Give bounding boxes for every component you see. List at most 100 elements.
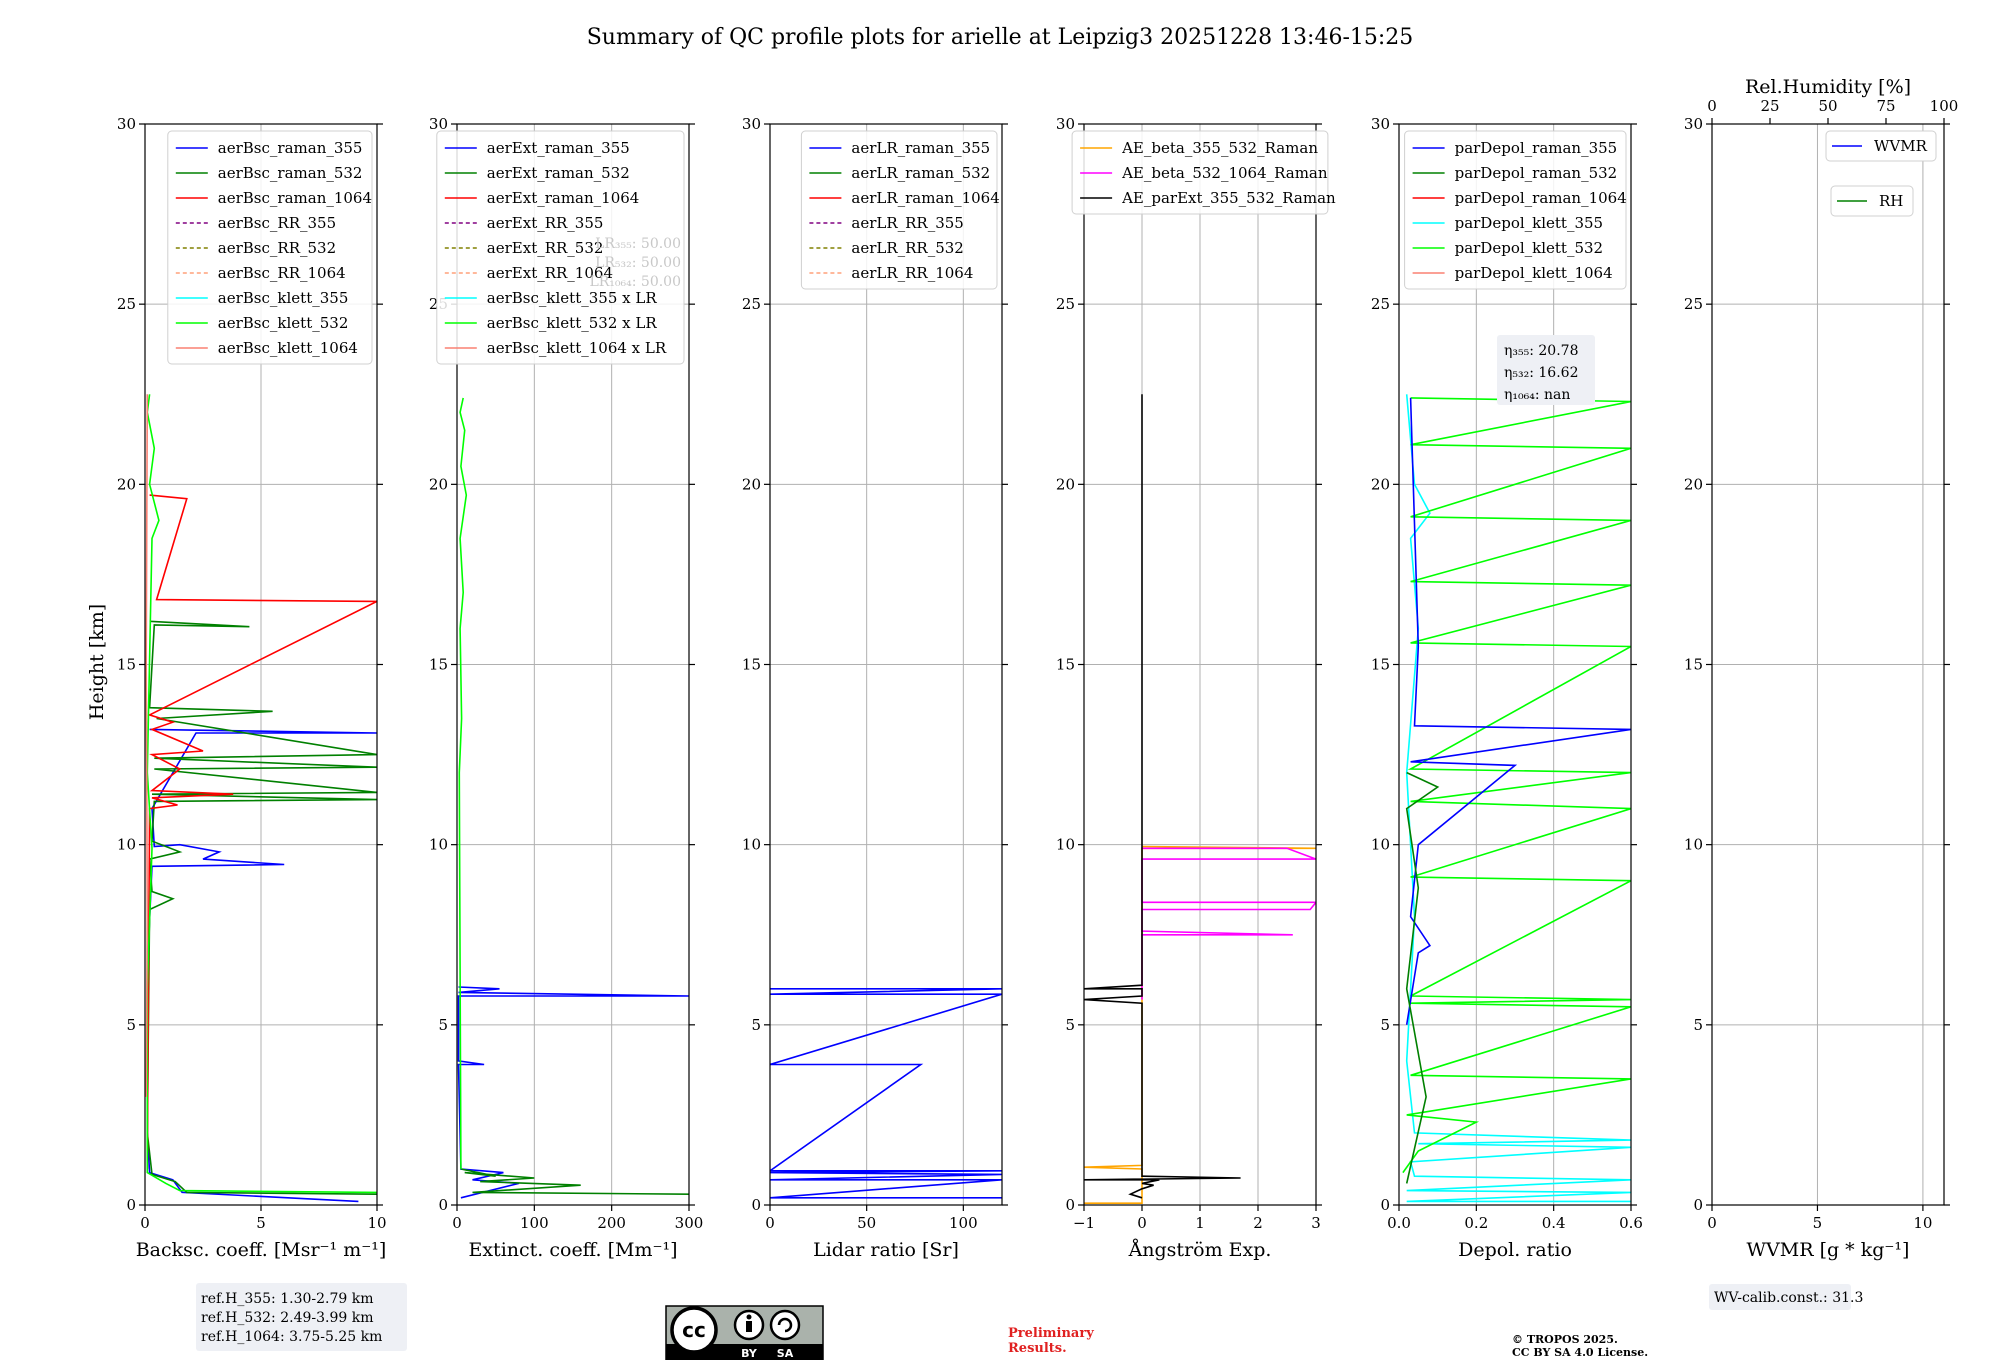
series-group	[145, 394, 377, 1203]
legend-entry: parDepol_raman_355	[1455, 139, 1618, 157]
y-tick-label: 5	[1693, 1016, 1703, 1034]
series-line-parDepol_raman_532	[1405, 771, 1440, 1184]
legend-entry: aerBsc_klett_1064	[218, 339, 358, 357]
x-tick-label: 10	[367, 1214, 386, 1232]
legend-entry: AE_beta_355_532_Raman	[1121, 139, 1318, 157]
y-tick-label: 20	[742, 475, 761, 493]
top-x-tick-label: 100	[1930, 97, 1959, 115]
copyright-line-2: CC BY SA 4.0 License.	[1512, 1346, 1648, 1359]
y-tick-label: 10	[117, 836, 136, 854]
y-tick-label: 20	[1371, 475, 1390, 493]
y-tick-label: 15	[429, 656, 448, 674]
series-line-aerBsc_raman_1064	[146, 494, 377, 1170]
legend-entry: aerExt_RR_1064	[487, 264, 613, 282]
wv-calibration-constant: WV-calib.const.: 31.3	[1714, 1290, 1863, 1306]
legend-entry: aerLR_raman_532	[851, 164, 990, 182]
y-tick-label: 10	[429, 836, 448, 854]
legend-entry: aerBsc_raman_1064	[218, 189, 372, 207]
y-tick-label: 0	[438, 1196, 448, 1214]
x-tick-label: 1	[1195, 1214, 1205, 1232]
y-tick-label: 0	[126, 1196, 136, 1214]
top-x-tick-label: 75	[1876, 97, 1895, 115]
legend-entry: aerBsc_raman_532	[218, 164, 363, 182]
y-tick-label: 15	[1056, 656, 1075, 674]
lr-annotation: LR₃₅₅: 50.00	[595, 236, 681, 252]
sa-label: SA	[777, 1347, 794, 1360]
y-tick-label: 5	[1380, 1016, 1390, 1034]
x-axis-label: Lidar ratio [Sr]	[813, 1239, 959, 1261]
x-tick-label: 2	[1253, 1214, 1263, 1232]
x-tick-label: 3	[1311, 1214, 1321, 1232]
legend-box	[1830, 185, 1914, 217]
ref-height-1064: ref.H_1064: 3.75-5.25 km	[201, 1329, 382, 1345]
series-line-parDepol_klett_532	[1402, 397, 1631, 1174]
y-tick-label: 5	[751, 1016, 761, 1034]
eta-box	[1497, 335, 1595, 405]
y-tick-label: 0	[1380, 1196, 1390, 1214]
y-tick-label: 10	[1684, 836, 1703, 854]
x-tick-label: 10	[1913, 1214, 1932, 1232]
legend: aerBsc_raman_355 aerBsc_raman_532 aerBsc_r…	[167, 130, 373, 365]
series-line-AE_beta_532_1064_Raman	[1141, 847, 1316, 1000]
x-tick-label: 0.6	[1619, 1214, 1643, 1232]
y-tick-label: 30	[117, 115, 136, 133]
ref-height-532: ref.H_532: 2.49-3.99 km	[201, 1310, 374, 1326]
preliminary-line-1: Preliminary	[1008, 1326, 1094, 1341]
x-tick-label: 0.0	[1387, 1214, 1411, 1232]
legend-box	[1404, 130, 1627, 290]
legend-box	[1071, 130, 1329, 215]
ref-height-355: ref.H_355: 1.30-2.79 km	[201, 1291, 374, 1307]
y-tick-label: 0	[1065, 1196, 1075, 1214]
legend-entry: RH	[1879, 192, 1903, 210]
series-group	[1402, 394, 1631, 1203]
legend-entry: aerBsc_RR_355	[218, 214, 336, 232]
y-axis-label: Height [km]	[86, 604, 108, 720]
wv-calibration-box: WV-calib.const.: 31.3	[1709, 1284, 1863, 1310]
legend-entry: aerExt_raman_1064	[487, 189, 640, 207]
x-tick-label: −1	[1073, 1214, 1095, 1232]
legend-entry: aerLR_RR_1064	[851, 264, 973, 282]
preliminary-line-2: Results.	[1008, 1341, 1067, 1356]
x-tick-label: 50	[857, 1214, 876, 1232]
series-group	[770, 987, 1002, 1199]
legend-entry: aerBsc_klett_1064 x LR	[487, 339, 667, 357]
cc-license-badge: cc BY SA	[665, 1305, 824, 1360]
legend-entry: aerBsc_klett_532 x LR	[487, 314, 658, 332]
y-tick-label: 10	[1371, 836, 1390, 854]
y-tick-label: 5	[126, 1016, 136, 1034]
y-tick-label: 15	[117, 656, 136, 674]
legend-entry: aerBsc_RR_532	[218, 239, 336, 257]
legend-entry: aerExt_raman_532	[487, 164, 630, 182]
legend: parDepol_raman_355 parDepol_raman_532 parD…	[1404, 130, 1627, 290]
legend-entry: aerLR_raman_355	[851, 139, 990, 157]
x-axis-label: WVMR [g * kg⁻¹]	[1747, 1239, 1910, 1261]
legend-entry: aerExt_RR_532	[487, 239, 604, 257]
y-tick-label: 20	[117, 475, 136, 493]
top-x-tick-label: 25	[1760, 97, 1779, 115]
x-tick-label: 300	[675, 1214, 704, 1232]
x-axis-label: Backsc. coeff. [Msr⁻¹ m⁻¹]	[136, 1239, 387, 1261]
legend: AE_beta_355_532_Raman AE_beta_532_1064_Ra…	[1071, 130, 1336, 215]
y-tick-label: 25	[1684, 295, 1703, 313]
y-tick-label: 20	[1056, 475, 1075, 493]
y-tick-label: 15	[1371, 656, 1390, 674]
legend-box	[436, 130, 685, 365]
legend-entry: aerBsc_klett_355	[218, 289, 349, 307]
x-tick-label: 0	[452, 1214, 462, 1232]
copyright-line-1: © TROPOS 2025.	[1512, 1333, 1618, 1346]
y-tick-label: 5	[438, 1016, 448, 1034]
y-tick-label: 10	[1056, 836, 1075, 854]
x-tick-label: 5	[256, 1214, 266, 1232]
legend-entry: AE_beta_532_1064_Raman	[1121, 164, 1328, 182]
y-tick-label: 30	[1684, 115, 1703, 133]
panel-backscatter: 0 5 10 15 20 25 30 0 5 10 Backsc. coeff. [Msr⁻¹ m⁻…	[117, 115, 387, 1261]
legend-entry: parDepol_raman_532	[1455, 164, 1618, 182]
x-tick-label: 0.2	[1464, 1214, 1488, 1232]
y-tick-label: 20	[1684, 475, 1703, 493]
y-tick-label: 25	[1056, 295, 1075, 313]
y-tick-label: 15	[1684, 656, 1703, 674]
panel-extinction: 0510152025300100200300Extinct. coeff. [M…	[429, 115, 703, 1261]
x-tick-label: 0	[1137, 1214, 1147, 1232]
y-tick-label: 15	[742, 656, 761, 674]
y-tick-label: 30	[1371, 115, 1390, 133]
